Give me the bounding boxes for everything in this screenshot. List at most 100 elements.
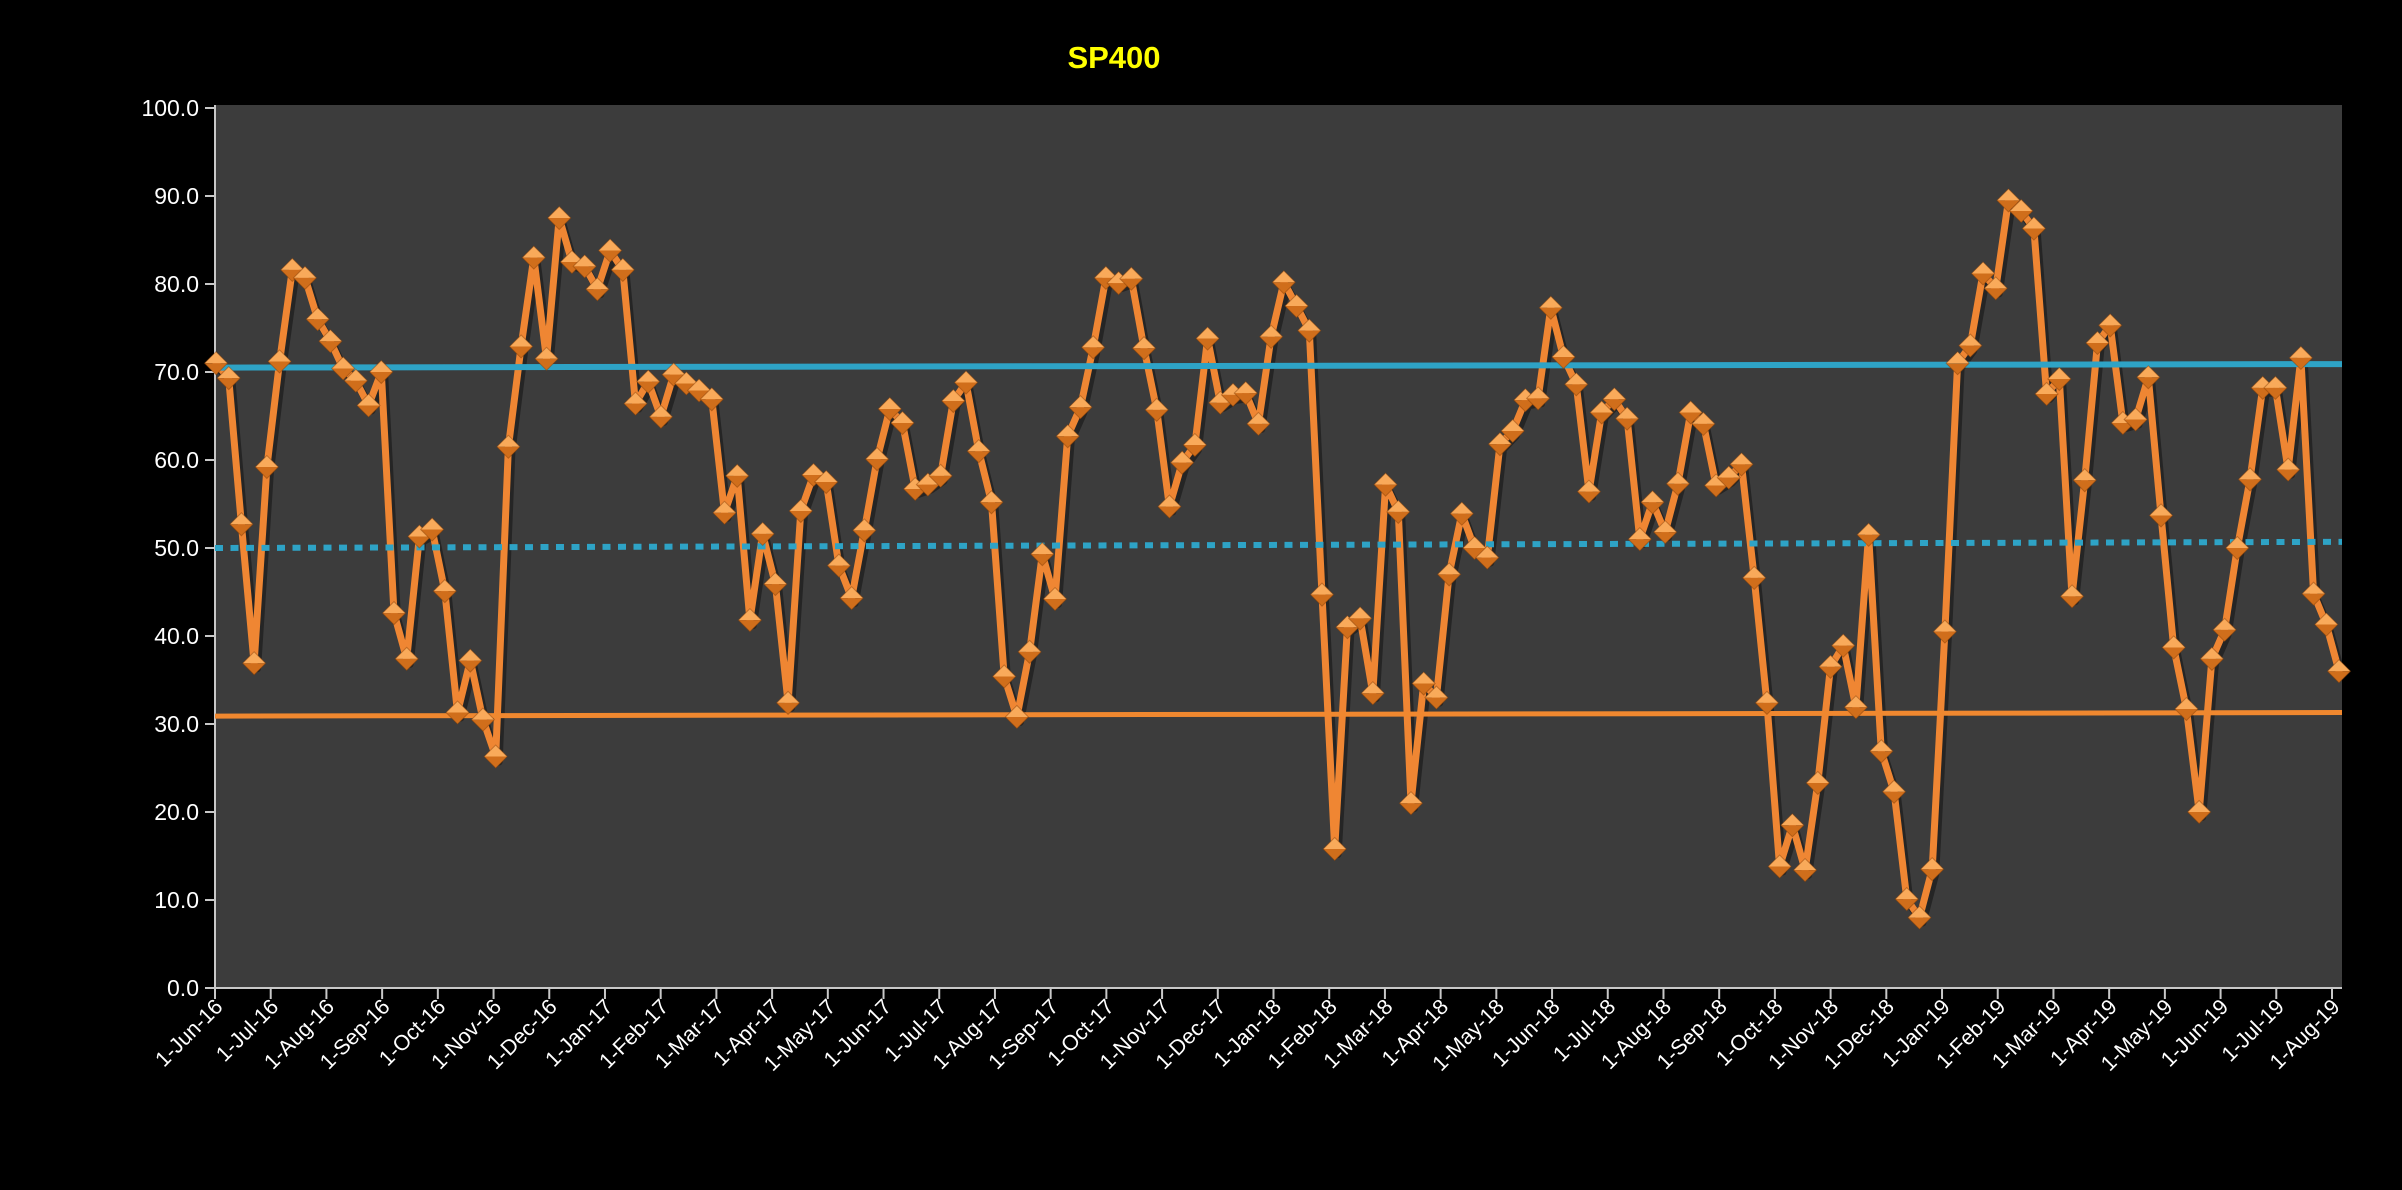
marker-top-facet — [1056, 424, 1080, 437]
marker-top-facet — [1996, 188, 2020, 201]
data-point-marker — [1932, 619, 1958, 644]
marker-outline — [623, 391, 648, 416]
marker-outline — [2186, 799, 2212, 825]
data-point-marker — [623, 391, 648, 416]
marker-outline — [1475, 545, 1500, 570]
data-point-marker — [1564, 372, 1589, 397]
marker-bottom-facet — [916, 484, 940, 497]
marker-outline — [979, 490, 1004, 515]
marker-outline — [1716, 465, 1742, 490]
marker-outline — [1157, 494, 1182, 519]
data-point-marker — [1792, 857, 1818, 883]
data-point-marker — [1551, 344, 1576, 370]
marker-top-facet — [1501, 419, 1525, 431]
marker-outline — [356, 393, 381, 418]
data-point-marker — [1436, 562, 1462, 587]
data-point-marker — [458, 648, 483, 673]
marker-top-facet — [420, 518, 444, 530]
marker-bottom-facet — [624, 403, 648, 416]
marker-outline — [839, 585, 864, 611]
marker-bottom-facet — [1780, 825, 1804, 837]
marker-outline — [1449, 501, 1475, 526]
marker-bottom-facet — [1933, 631, 1957, 644]
marker-bottom-facet — [1488, 444, 1512, 456]
data-point-marker — [547, 205, 572, 231]
marker-top-facet — [1984, 276, 2008, 289]
marker-outline — [953, 370, 979, 395]
marker-top-facet — [573, 254, 597, 267]
marker-bottom-facet — [1208, 402, 1232, 415]
data-point-marker — [254, 454, 280, 480]
marker-bottom-facet — [1768, 866, 1792, 879]
marker-bottom-facet — [1005, 716, 1029, 729]
data-point-marker — [953, 370, 979, 395]
marker-top-facet — [929, 464, 953, 476]
marker-top-facet — [878, 397, 902, 409]
marker-top-facet — [624, 392, 648, 404]
data-point-marker — [2212, 617, 2237, 643]
marker-outline — [1411, 671, 1436, 696]
marker-outline — [1919, 856, 1945, 882]
marker-outline — [1030, 541, 1055, 567]
marker-outline — [1297, 318, 1322, 343]
marker-outline — [292, 265, 318, 291]
marker-outline — [2021, 216, 2047, 241]
y-axis-tick-label: 80.0 — [154, 271, 199, 297]
marker-top-facet — [2302, 582, 2326, 594]
marker-outline — [1564, 372, 1589, 397]
marker-top-facet — [1437, 562, 1461, 575]
marker-top-facet — [1374, 473, 1398, 485]
marker-outline — [2199, 646, 2225, 672]
marker-top-facet — [1348, 606, 1372, 619]
data-point-marker — [216, 365, 241, 391]
marker-top-facet — [433, 579, 457, 592]
marker-bottom-facet — [1412, 683, 1436, 696]
data-point-marker — [813, 469, 839, 495]
marker-top-facet — [865, 447, 889, 460]
marker-top-facet — [979, 490, 1003, 503]
data-point-marker — [1169, 450, 1195, 475]
marker-outline — [991, 664, 1017, 689]
marker-top-facet — [2009, 199, 2033, 211]
marker-bottom-facet — [1691, 423, 1715, 436]
marker-top-facet — [1577, 480, 1601, 492]
marker-top-facet — [1259, 325, 1283, 337]
marker-top-facet — [2047, 367, 2071, 380]
marker-top-facet — [1386, 500, 1410, 512]
marker-top-facet — [2314, 613, 2338, 625]
marker-top-facet — [789, 499, 813, 512]
plot-area — [215, 105, 2342, 988]
marker-bottom-facet — [1869, 751, 1893, 763]
marker-outline — [1169, 450, 1195, 475]
marker-outline — [1055, 424, 1080, 449]
marker-outline — [216, 365, 241, 391]
marker-outline — [1843, 695, 1869, 720]
data-point-marker — [1309, 582, 1335, 607]
data-point-marker — [445, 700, 470, 725]
marker-bottom-facet — [293, 277, 317, 290]
marker-top-facet — [1170, 451, 1194, 463]
marker-outline — [737, 607, 763, 633]
marker-bottom-facet — [446, 712, 470, 725]
marker-bottom-facet — [865, 459, 889, 471]
marker-bottom-facet — [1704, 485, 1728, 498]
data-point-marker — [750, 521, 775, 547]
marker-bottom-facet — [1641, 502, 1665, 514]
data-point-marker — [470, 707, 496, 732]
data-point-marker — [1754, 690, 1780, 716]
marker-bottom-facet — [979, 502, 1003, 514]
marker-bottom-facet — [1030, 554, 1054, 566]
marker-top-facet — [484, 745, 508, 757]
marker-outline — [2136, 365, 2161, 390]
marker-top-facet — [713, 501, 737, 513]
marker-outline — [1525, 386, 1551, 411]
marker-outline — [864, 446, 890, 472]
marker-bottom-facet — [611, 269, 635, 282]
marker-top-facet — [776, 691, 800, 703]
marker-bottom-facet — [2187, 812, 2211, 824]
marker-bottom-facet — [344, 380, 368, 393]
marker-outline — [2085, 330, 2110, 356]
data-point-marker — [1246, 411, 1271, 437]
data-point-marker — [305, 306, 330, 332]
marker-bottom-facet — [1984, 288, 2008, 300]
